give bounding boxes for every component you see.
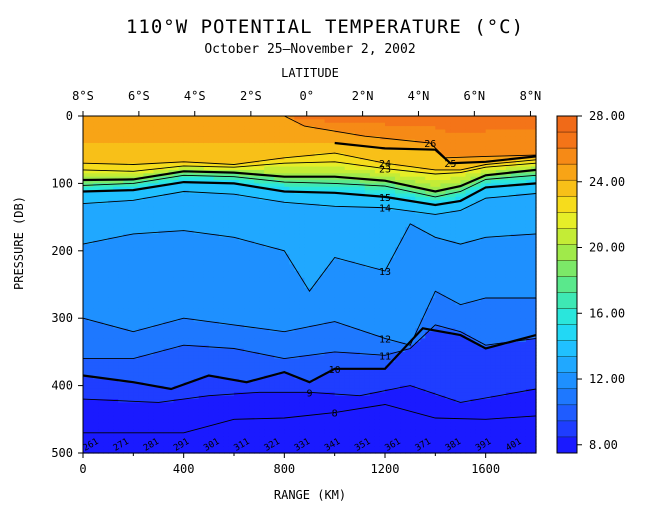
colorbar-swatch (557, 132, 577, 149)
colorbar-swatch (557, 308, 577, 326)
isotherm-13 (82, 223, 537, 292)
colorbar-swatch (557, 180, 577, 197)
colorbar: 28.00 24.00 20.00 16.00 12.00 8.00 (556, 109, 625, 454)
lat-tick-label: 4°N (408, 89, 430, 103)
colorbar-swatch (557, 324, 577, 342)
colorbar-tick-label: 28.00 (589, 109, 625, 123)
y-tick-label: 400 (51, 379, 73, 393)
colorbar-tick-label: 16.00 (589, 306, 625, 320)
y-tick-label: 500 (51, 446, 73, 460)
colorbar-swatch (557, 420, 577, 438)
isotherm-label: 26 (424, 139, 436, 150)
lat-tick-label: 8°S (72, 89, 94, 103)
lat-tick-label: 6°N (463, 89, 485, 103)
lat-tick-label: 2°S (240, 89, 262, 103)
colorbar-swatch (557, 388, 577, 406)
lat-tick-label: 4°S (184, 89, 206, 103)
isotherm-label: 9 (306, 388, 312, 399)
colorbar-tick-label: 20.00 (589, 241, 625, 255)
lat-tick-label: 2°N (352, 89, 374, 103)
colorbar-swatch (557, 164, 577, 181)
colorbar-swatch (557, 260, 577, 277)
lat-tick-label: 0° (300, 89, 314, 103)
plot-frame (82, 115, 537, 454)
x-tick-label: 0 (79, 462, 86, 476)
colorbar-swatch (557, 372, 577, 390)
isotherm-label: 25 (444, 159, 456, 170)
x-axis-label: RANGE (KM) (273, 488, 347, 502)
isotherm-26 (284, 115, 537, 159)
isotherm-25 (334, 141, 537, 165)
isotherm-8_5 (83, 404, 537, 434)
colorbar-tick-label: 8.00 (589, 438, 618, 452)
isotherm-18 (82, 174, 537, 198)
isotherm-label: 24 (379, 159, 391, 170)
lat-tick-label: 8°N (520, 89, 542, 103)
colorbar-swatch (557, 276, 577, 294)
colorbar-swatch (557, 436, 577, 454)
isotherm-label: 12 (379, 334, 391, 345)
x-tick-label: 1200 (371, 462, 400, 476)
isotherm-15 (82, 180, 537, 207)
isotherm-label: 11 (379, 351, 391, 362)
colorbar-swatch (557, 228, 577, 245)
y-tick-label: 300 (51, 311, 73, 325)
colorbar-swatch (557, 340, 577, 358)
isotherm-label: 13 (379, 267, 391, 278)
lat-tick-label: 6°S (128, 89, 150, 103)
colorbar-tick-label: 12.00 (589, 372, 625, 386)
y-tick-label: 0 (66, 109, 73, 123)
isotherm-24 (82, 152, 537, 171)
isotherm-14 (82, 191, 537, 215)
isotherm-label: 10 (329, 365, 341, 376)
isotherm-9 (82, 385, 537, 403)
isotherm-20 (82, 168, 537, 193)
colorbar-swatch (557, 292, 577, 310)
isotherm-label: 23 (379, 165, 391, 176)
colorbar-swatch (557, 148, 577, 165)
isotherm-10 (82, 327, 537, 391)
isotherm-12 (82, 290, 536, 346)
isotherm-label: 8 (332, 409, 338, 420)
y-tick-label: 100 (51, 176, 73, 190)
isotherm-23 (82, 161, 537, 175)
colorbar-swatch (557, 196, 577, 213)
top-axis-label: LATITUDE (281, 66, 339, 80)
colorbar-tick-label: 24.00 (589, 175, 625, 189)
colorbar-frame (556, 115, 578, 454)
isotherm-label: 15 (379, 193, 391, 204)
chart-title: 110°W POTENTIAL TEMPERATURE (°C) (125, 16, 525, 38)
colorbar-swatch (557, 356, 577, 374)
colorbar-swatch (557, 404, 577, 422)
x-tick-label: 1600 (471, 462, 500, 476)
x-tick-label: 800 (273, 462, 295, 476)
temperature-field (83, 116, 537, 454)
x-tick-label: 400 (173, 462, 195, 476)
colorbar-swatch (557, 212, 577, 229)
y-tick-label: 200 (51, 244, 73, 258)
isotherm-label: 14 (379, 204, 391, 215)
isotherm-11 (83, 324, 537, 360)
colorbar-swatch (557, 244, 577, 261)
chart-subtitle: October 25–November 2, 2002 (204, 42, 416, 57)
colorbar-swatch (557, 116, 577, 133)
